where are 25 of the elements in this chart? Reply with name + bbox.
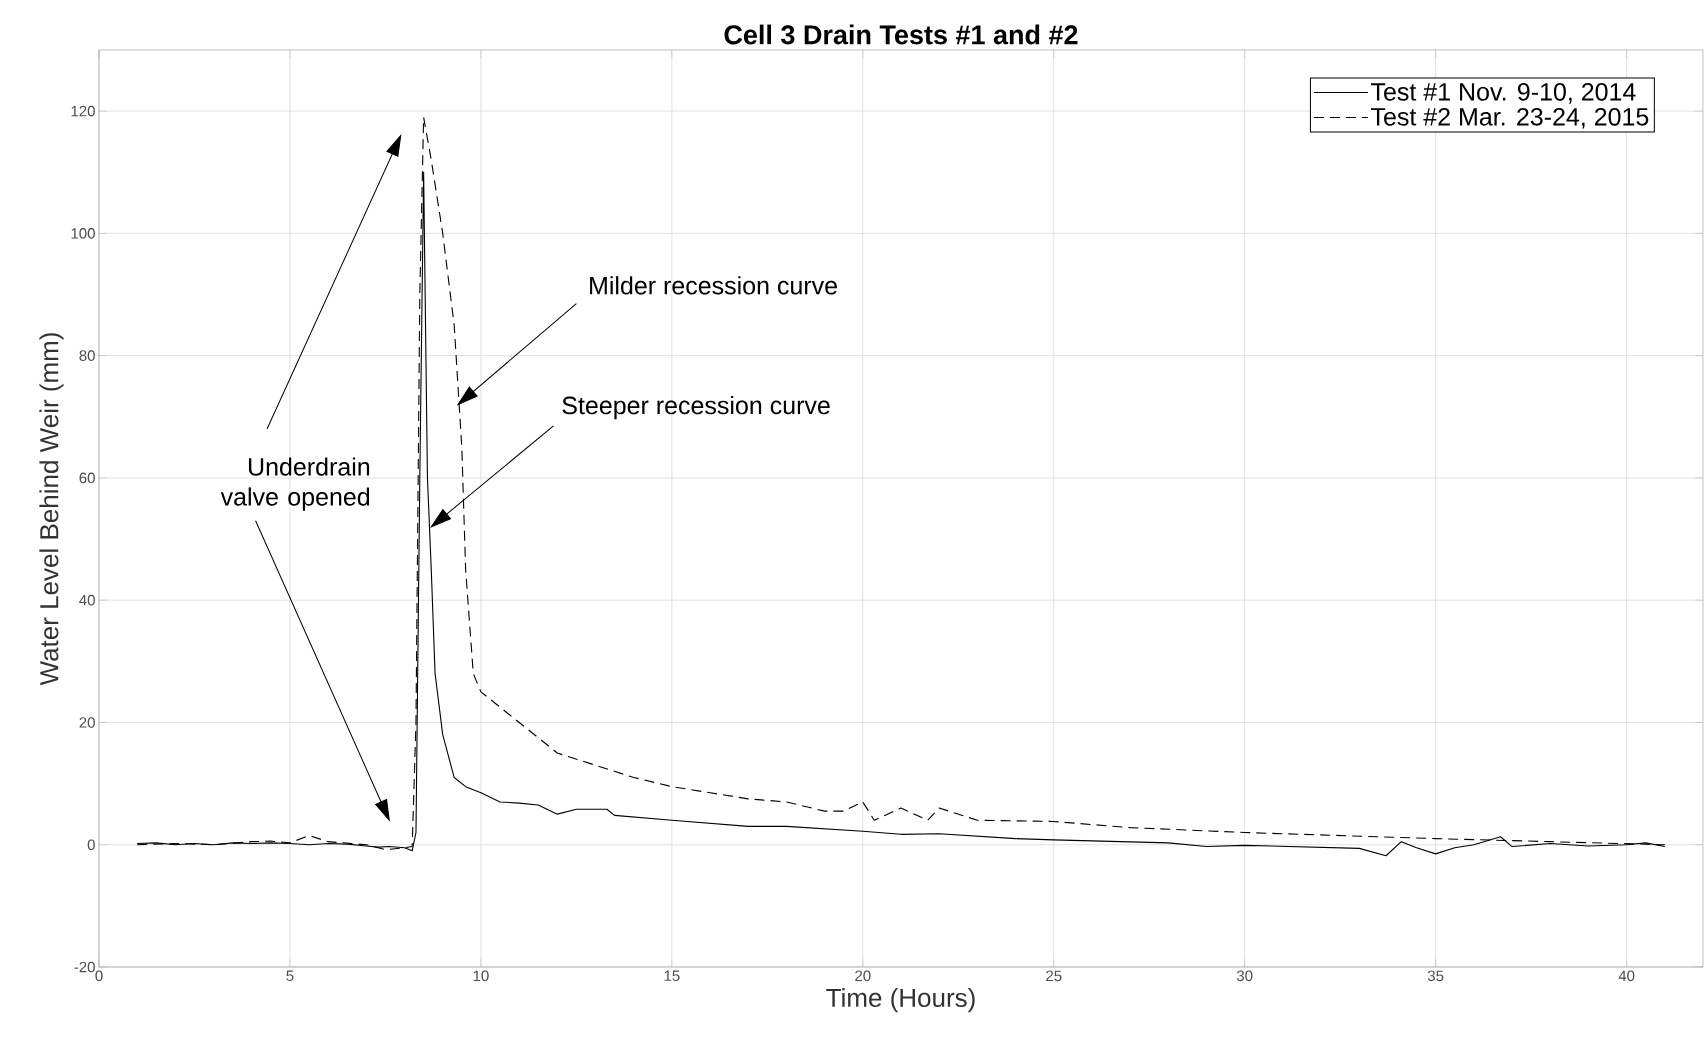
y-tick-label: 100 [71,228,95,239]
x-tick-label: 30 [1236,970,1253,982]
x-tick-label: 35 [1427,970,1444,982]
annotation: Milder recession curve [590,276,837,295]
x-tick-label: 0 [95,970,103,982]
y-tick-label: 0 [87,839,95,851]
y-tick-label: 20 [79,717,95,728]
x-tick-label: 40 [1618,970,1635,982]
x-tick-label: 5 [286,970,294,981]
annotation: Steeper recession curve [562,395,830,420]
annotation: Underdrain valve opened [220,457,370,511]
y-tick-label: 60 [79,472,95,484]
chart-title: Cell 3 Drain Tests #1 and #2 [724,24,1078,45]
y-tick-label: 120 [71,105,95,117]
x-tick-label: 20 [855,970,871,982]
y-tick-label: 40 [79,594,95,606]
legend-label: Test #1 Nov. 9-10, 2014 [1371,82,1636,104]
x-tick-label: 15 [664,970,680,981]
x-tick-label: 10 [473,970,489,982]
y-axis-title: Water Level Behind Weir (mm) [39,333,64,686]
y-tick-label: -20 [74,961,95,973]
legend-label: Test #2 Mar. 23-24, 2015 [1371,107,1649,129]
y-tick-label: 80 [79,350,95,361]
x-tick-label: 25 [1046,970,1062,982]
x-axis-title: Time (Hours) [826,988,975,1013]
